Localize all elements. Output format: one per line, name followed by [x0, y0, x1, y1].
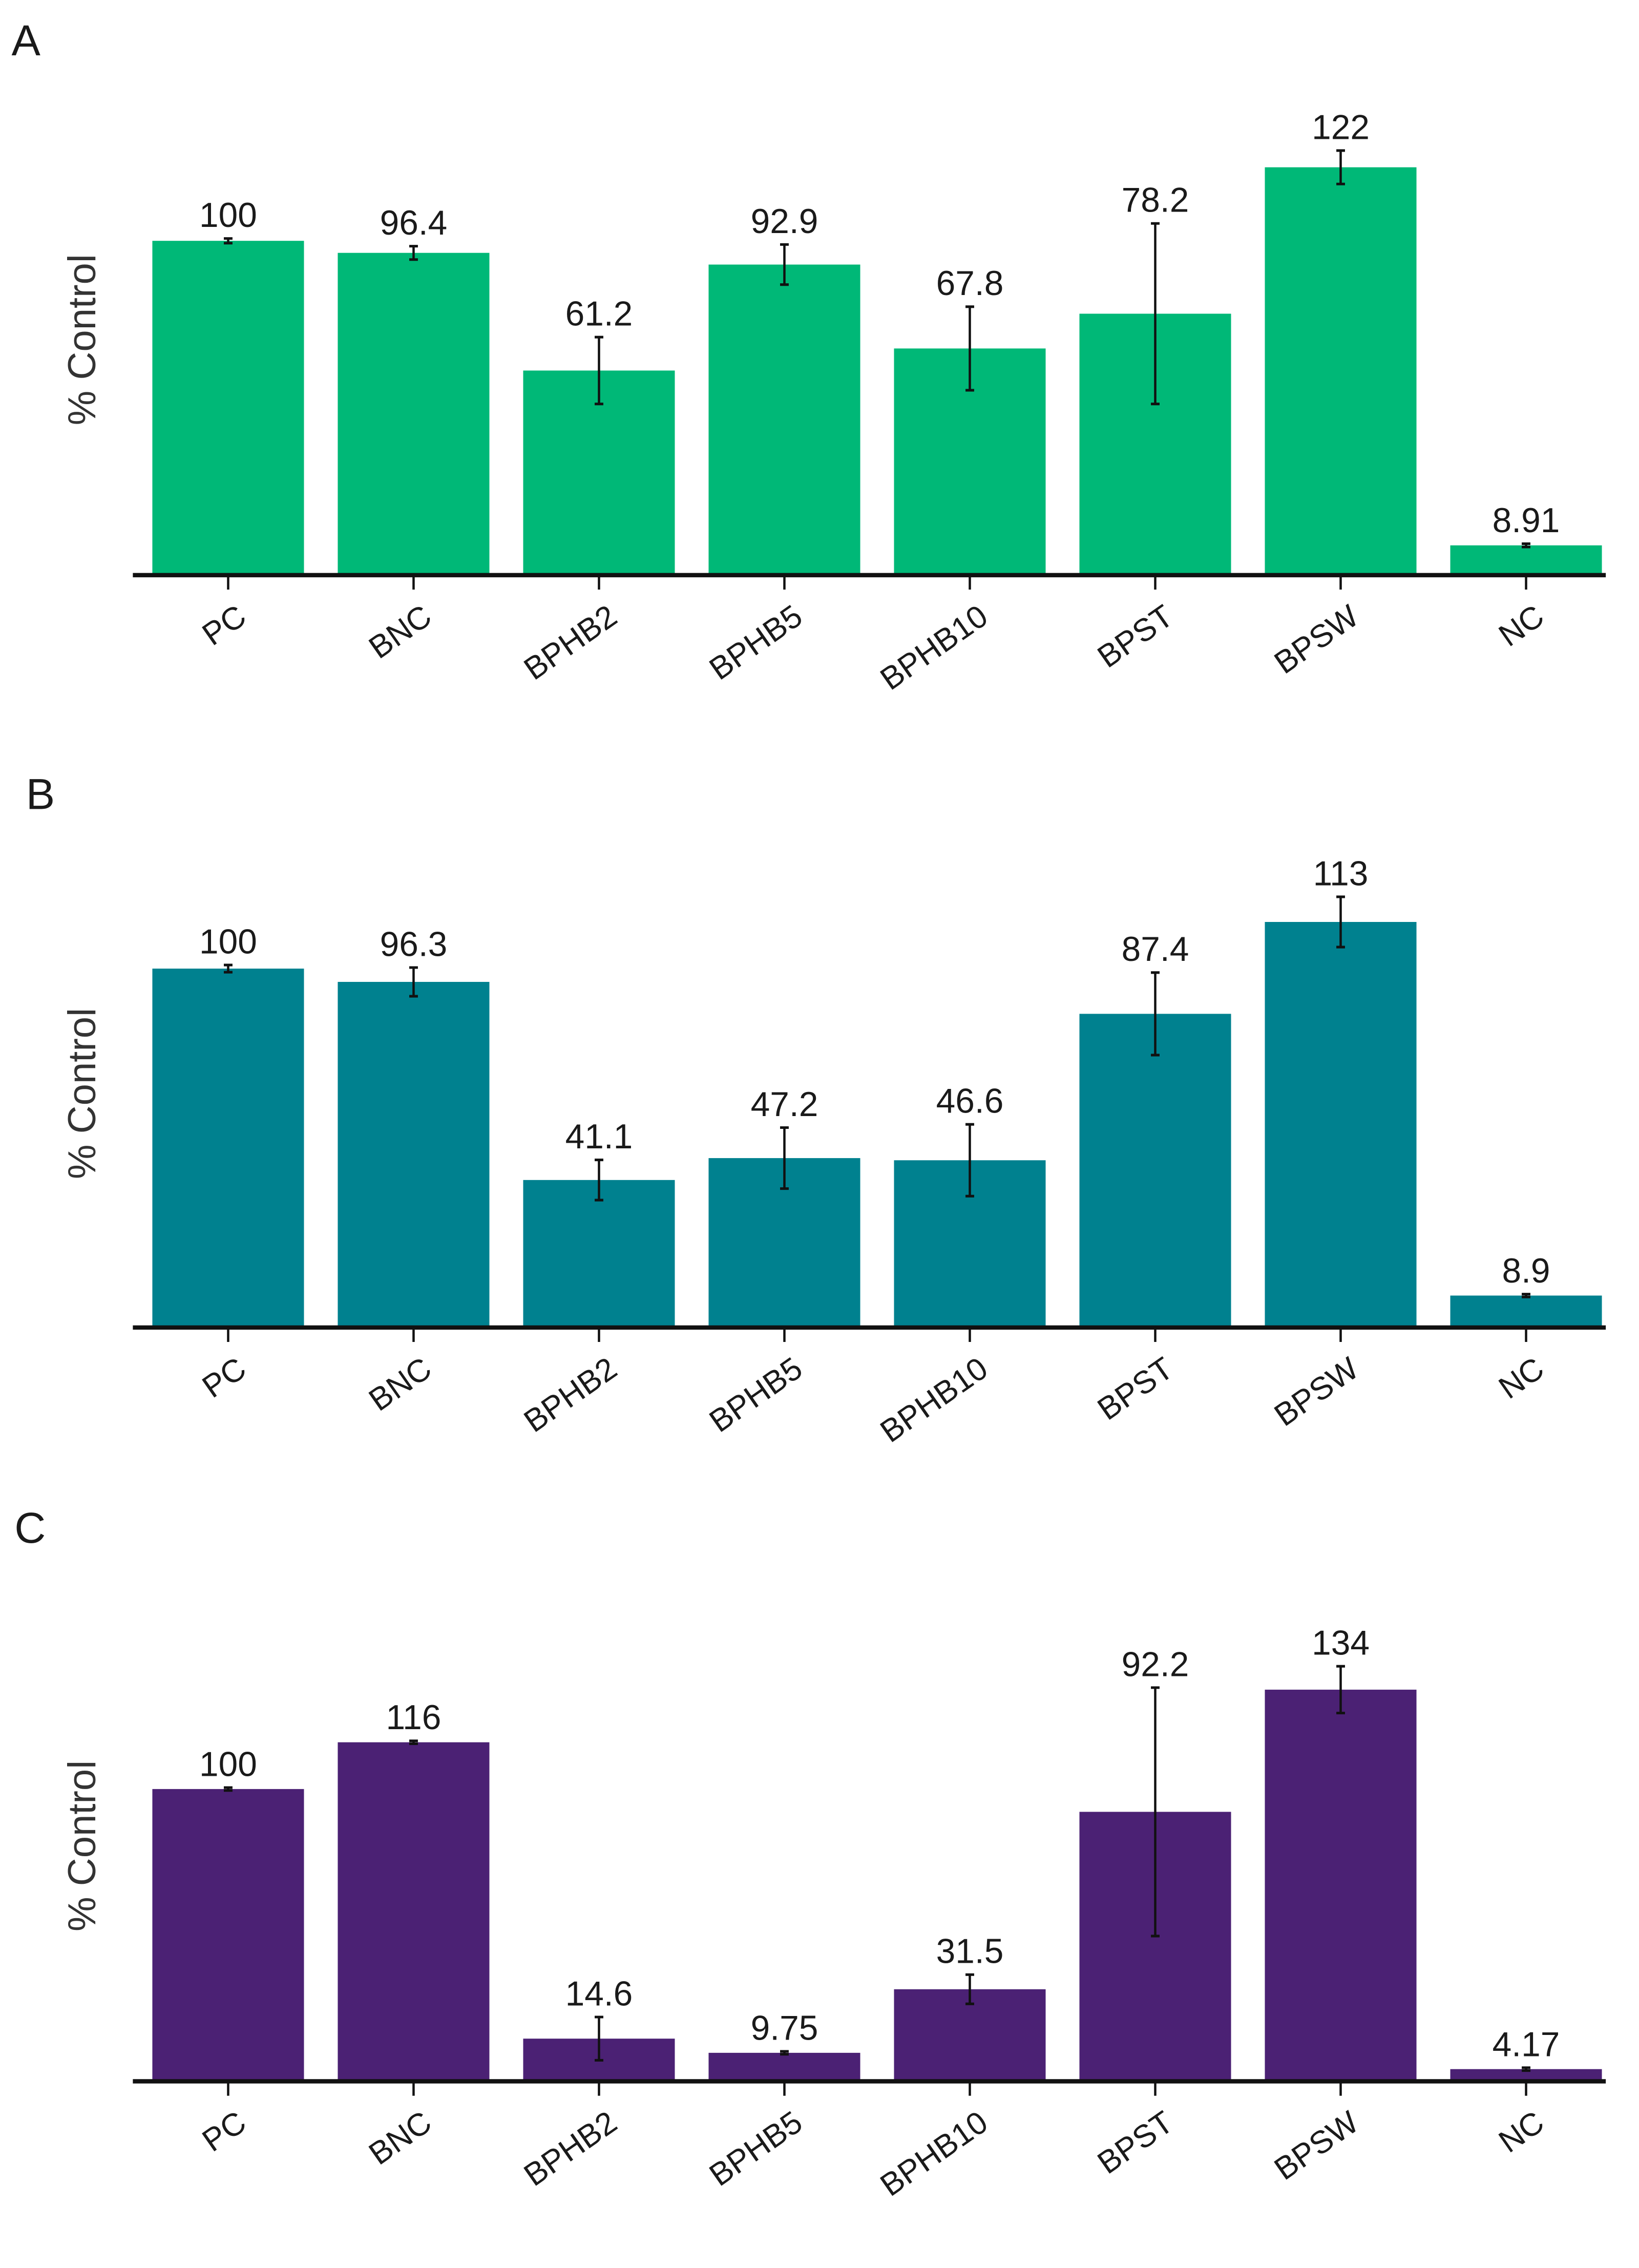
value-label: 113	[1313, 854, 1369, 893]
error-bar	[1336, 1665, 1345, 1715]
y-axis-label: % Control	[60, 254, 104, 425]
x-tick-label: BPHB2	[518, 1351, 623, 1439]
x-tick-label: BPSW	[1268, 1351, 1365, 1434]
value-label: 87.4	[1122, 930, 1189, 969]
x-tick-label: BPHB5	[703, 598, 809, 687]
value-label: 92.2	[1122, 1645, 1189, 1684]
x-tick-label: PC	[196, 1351, 253, 1405]
bar-nc	[1450, 2069, 1602, 2082]
error-bar	[224, 237, 233, 245]
x-tick-label: NC	[1493, 598, 1550, 654]
x-tick-label: PC	[196, 598, 253, 653]
error-bar	[1522, 1293, 1530, 1298]
value-label: 96.3	[380, 925, 448, 963]
bar-pc	[152, 1789, 304, 2082]
bar-bnc	[338, 253, 490, 575]
bar-bpsw	[1265, 167, 1417, 575]
x-tick-label: BPST	[1091, 1351, 1180, 1427]
x-tick-label: BPHB10	[874, 598, 994, 697]
value-label: 67.8	[936, 264, 1004, 303]
error-bar	[965, 1123, 974, 1198]
x-tick-label: BPST	[1091, 598, 1180, 675]
x-tick-label: BPST	[1091, 2105, 1180, 2181]
error-bar	[595, 335, 603, 406]
panel-a: A % Control 100 PC 96.4 BNC 61.2 BPHB2 92.9 BPHB5…	[12, 16, 1606, 697]
x-tick-label: BPHB2	[518, 2105, 623, 2193]
error-bar	[965, 305, 974, 392]
error-bar	[409, 966, 418, 998]
bar-bphb2	[523, 1180, 675, 1328]
value-label: 41.1	[565, 1118, 633, 1156]
error-bar	[595, 1159, 603, 1202]
x-tick-label: BPSW	[1268, 598, 1365, 681]
value-label: 8.9	[1502, 1252, 1550, 1290]
bar-bphb5	[708, 264, 860, 575]
error-bar	[780, 2050, 789, 2056]
value-label: 96.4	[380, 204, 448, 242]
value-label: 8.91	[1493, 501, 1560, 540]
y-axis-label: % Control	[60, 1760, 104, 1931]
x-tick-label: BPHB10	[874, 2105, 994, 2203]
value-label: 31.5	[936, 1933, 1004, 1971]
value-label: 134	[1312, 1624, 1370, 1663]
value-label: 122	[1312, 108, 1370, 146]
bar-nc	[1450, 1295, 1602, 1328]
bar-pc	[152, 241, 304, 575]
error-bar	[1522, 542, 1530, 549]
value-label: 100	[199, 196, 257, 235]
value-label: 46.6	[936, 1082, 1004, 1121]
value-label: 100	[199, 923, 257, 961]
bar-bnc	[338, 982, 490, 1328]
error-bar	[409, 1739, 418, 1745]
value-label: 9.75	[751, 2009, 818, 2047]
value-label: 100	[199, 1745, 257, 1783]
error-bar	[1522, 2066, 1530, 2072]
bar-bpsw	[1265, 922, 1417, 1328]
error-bar	[1151, 1686, 1160, 1938]
x-tick-label: BPSW	[1268, 2104, 1365, 2187]
error-bar	[780, 1126, 789, 1190]
error-bar	[780, 243, 789, 286]
panel-letter: C	[14, 1503, 46, 1552]
value-label: 61.2	[565, 295, 633, 333]
panel-letter: B	[26, 770, 55, 818]
error-bar	[1151, 222, 1160, 406]
value-label: 78.2	[1122, 181, 1189, 220]
error-bar	[965, 1973, 974, 2005]
x-tick-label: BNC	[363, 1351, 438, 1418]
error-bar	[1336, 149, 1345, 185]
y-axis-label: % Control	[60, 1008, 104, 1179]
error-bar	[1151, 971, 1160, 1057]
error-bar	[595, 2015, 603, 2062]
error-bar	[224, 963, 233, 974]
x-tick-label: BNC	[363, 598, 438, 666]
value-label: 14.6	[565, 1975, 633, 2013]
x-tick-label: BPHB10	[874, 1351, 994, 1450]
bar-bnc	[338, 1742, 490, 2082]
bar-bpsw	[1265, 1689, 1417, 2082]
x-tick-label: BPHB5	[703, 2105, 809, 2193]
value-label: 92.9	[751, 202, 818, 241]
x-tick-label: BPHB5	[703, 1351, 809, 1439]
bar-bphb5	[708, 2052, 860, 2082]
bar-bpst	[1079, 1014, 1231, 1328]
error-bar	[224, 1786, 233, 1792]
value-label: 47.2	[751, 1085, 818, 1124]
x-tick-label: NC	[1493, 1351, 1550, 1406]
panel-c: C % Control 100 PC 116 BNC 14.6 BPHB2 9.75 BPHB5 3…	[14, 1503, 1606, 2203]
error-bar	[1336, 895, 1345, 949]
x-tick-label: NC	[1493, 2105, 1550, 2160]
error-bar	[409, 245, 418, 261]
bar-nc	[1450, 545, 1602, 575]
panel-b: B % Control 100 PC 96.3 BNC 41.1 BPHB2 47.2 BPHB5…	[26, 770, 1606, 1450]
bar-pc	[152, 969, 304, 1328]
value-label: 116	[386, 1698, 442, 1737]
value-label: 4.17	[1493, 2025, 1560, 2064]
x-tick-label: PC	[196, 2105, 253, 2159]
x-tick-label: BPHB2	[518, 598, 623, 687]
x-tick-label: BNC	[363, 2105, 438, 2172]
panel-letter: A	[12, 16, 41, 65]
